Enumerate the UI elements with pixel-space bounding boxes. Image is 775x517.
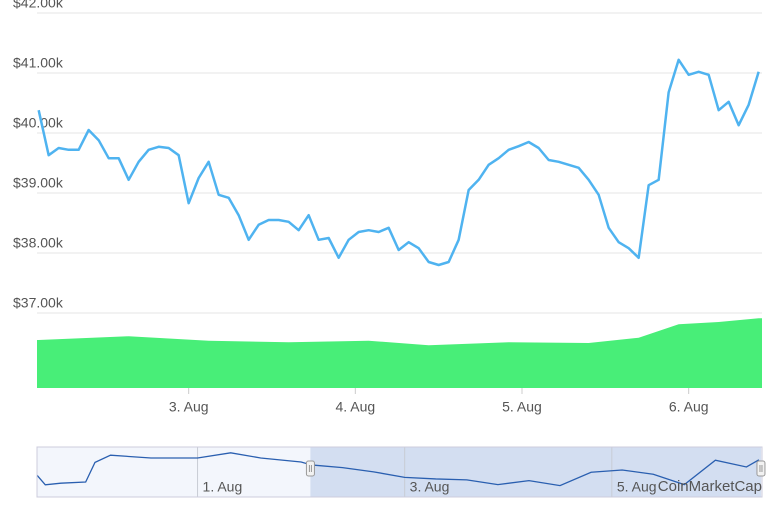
- x-tick-label: 4. Aug: [335, 399, 375, 415]
- navigator-tick-label: 1. Aug: [203, 479, 243, 495]
- navigator-handle[interactable]: [756, 460, 766, 477]
- x-tick-label: 6. Aug: [669, 399, 709, 415]
- x-tick-label: 3. Aug: [169, 399, 209, 415]
- y-tick-label: $42.00k: [13, 0, 64, 11]
- navigator-selection: [310, 447, 761, 497]
- handle-body: [305, 460, 315, 477]
- navigator-tick-label: 3. Aug: [410, 479, 450, 495]
- navigator-tick-label: 5. Aug: [617, 479, 657, 495]
- y-tick-label: $40.00k: [13, 115, 64, 131]
- navigator-line: [36, 452, 760, 487]
- y-tick-label: $37.00k: [13, 295, 64, 311]
- handle-body: [756, 460, 766, 477]
- area: [37, 318, 762, 388]
- x-tick-label: 5. Aug: [502, 399, 542, 415]
- y-tick-label: $39.00k: [13, 175, 64, 191]
- price-line: [37, 58, 760, 267]
- watermark: CoinMarketCap: [658, 478, 762, 495]
- y-tick-label: $41.00k: [13, 55, 64, 71]
- navigator-handle[interactable]: [305, 460, 315, 477]
- y-tick-label: $38.00k: [13, 235, 64, 251]
